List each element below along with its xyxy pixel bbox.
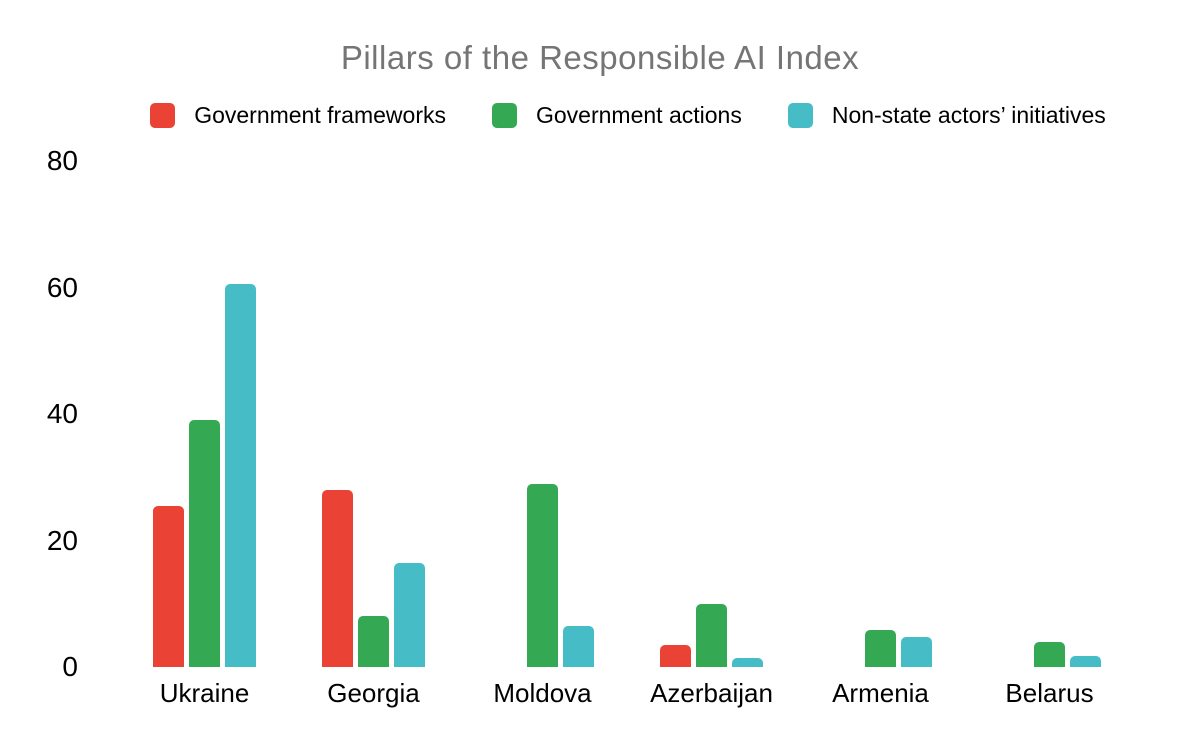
bar-group-georgia: [289, 161, 458, 667]
bar: [1070, 656, 1101, 667]
y-axis-tick-label: 60: [46, 271, 78, 303]
x-axis-category-label: Ukraine: [159, 678, 250, 708]
x-axis-category-label: Azerbaijan: [650, 678, 773, 708]
bar: [660, 644, 691, 667]
bar-group-azerbaijan: [627, 161, 796, 667]
x-axis-category-label: Georgia: [327, 678, 420, 708]
bar-group-ukraine: [120, 161, 289, 667]
legend-item: Non-state actors’ initiatives: [787, 102, 1106, 129]
legend-label: Non-state actors’ initiatives: [831, 102, 1106, 128]
bar: [153, 505, 184, 667]
legend-item: Government frameworks: [150, 102, 446, 129]
bar: [1034, 641, 1065, 667]
legend-swatch-icon: [492, 103, 517, 128]
bar: [527, 483, 558, 667]
bar-group-armenia: [796, 161, 965, 667]
plot-area: [120, 161, 1134, 667]
bar: [225, 284, 256, 667]
legend-swatch-icon: [150, 103, 176, 128]
y-axis-tick-label: 80: [46, 145, 78, 176]
legend-swatch-icon: [787, 103, 813, 128]
bar-group-belarus: [965, 161, 1134, 667]
y-axis-tick-label: 0: [62, 651, 78, 682]
y-axis-tick-label: 20: [46, 524, 78, 556]
y-axis-tick-label: 40: [46, 398, 78, 429]
bar: [394, 562, 425, 667]
legend-label: Government actions: [536, 102, 742, 128]
bar: [696, 603, 727, 667]
x-axis-category-label: Armenia: [832, 678, 929, 708]
bar: [563, 625, 594, 667]
x-axis-labels: Ukraine Georgia Moldova Azerbaijan Armenia Be…: [120, 678, 1134, 708]
bar-group-moldova: [458, 161, 627, 667]
bar: [322, 489, 353, 667]
legend-item: Government actions: [492, 102, 742, 129]
legend-label: Government frameworks: [194, 102, 446, 128]
bar: [901, 637, 932, 667]
bar: [732, 657, 763, 667]
x-axis-category-label: Belarus: [1005, 678, 1094, 708]
bar: [189, 420, 220, 667]
x-axis-category-label: Moldova: [493, 678, 592, 708]
chart-title: Pillars of the Responsible AI Index: [340, 39, 860, 76]
chart-legend: Government frameworks Government actions N…: [0, 102, 1200, 129]
bar: [358, 616, 389, 667]
bar: [865, 630, 896, 667]
